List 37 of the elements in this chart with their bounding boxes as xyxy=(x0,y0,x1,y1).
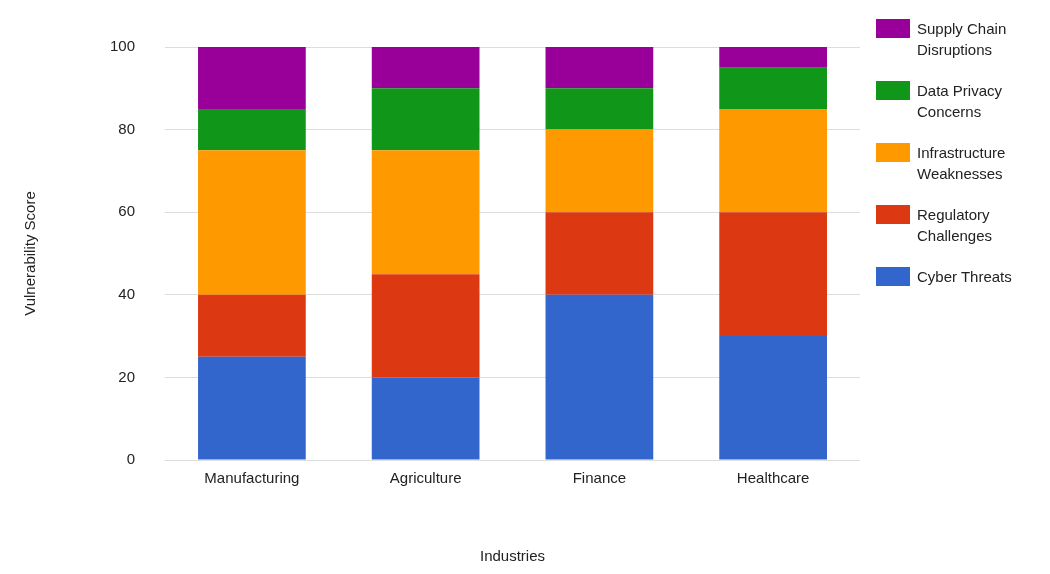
bar xyxy=(198,356,306,460)
bar xyxy=(371,274,480,378)
x-tick-label: Healthcare xyxy=(736,469,810,487)
legend-label: Regulatory Challenges xyxy=(917,205,994,246)
bar xyxy=(371,377,480,460)
bar xyxy=(198,108,306,151)
bar xyxy=(545,47,654,89)
bar xyxy=(371,150,480,275)
y-tick-label: 0 xyxy=(126,450,136,468)
x-tick-label: Manufacturing xyxy=(204,469,300,487)
y-tick-label: 100 xyxy=(110,37,136,55)
y-axis-title: Vulnerability Score xyxy=(21,191,39,316)
bar xyxy=(545,294,654,460)
x-tick-label: Finance xyxy=(572,469,627,487)
y-tick-label: 60 xyxy=(118,202,136,220)
bar xyxy=(198,47,306,109)
bar xyxy=(545,212,654,295)
bar xyxy=(371,47,480,89)
y-tick-label: 40 xyxy=(118,284,136,302)
bar xyxy=(719,336,827,460)
y-tick-label: 80 xyxy=(118,119,136,137)
legend-label: Data Privacy Concerns xyxy=(917,81,1004,122)
bar xyxy=(198,150,306,295)
bar xyxy=(371,88,480,151)
bar xyxy=(545,129,654,213)
bar xyxy=(719,67,827,109)
bar xyxy=(545,88,654,130)
bar xyxy=(719,108,827,213)
bar xyxy=(198,294,306,357)
x-tick-label: Agriculture xyxy=(389,469,462,487)
legend-label: Cyber Threats xyxy=(917,267,1013,287)
x-axis-title: Industries xyxy=(479,547,546,565)
bar xyxy=(719,212,827,337)
bar xyxy=(719,47,827,68)
legend-label: Infrastructure Weaknesses xyxy=(917,143,1007,184)
y-tick-label: 20 xyxy=(118,367,136,385)
legend-label: Supply Chain Disruptions xyxy=(917,19,1008,60)
